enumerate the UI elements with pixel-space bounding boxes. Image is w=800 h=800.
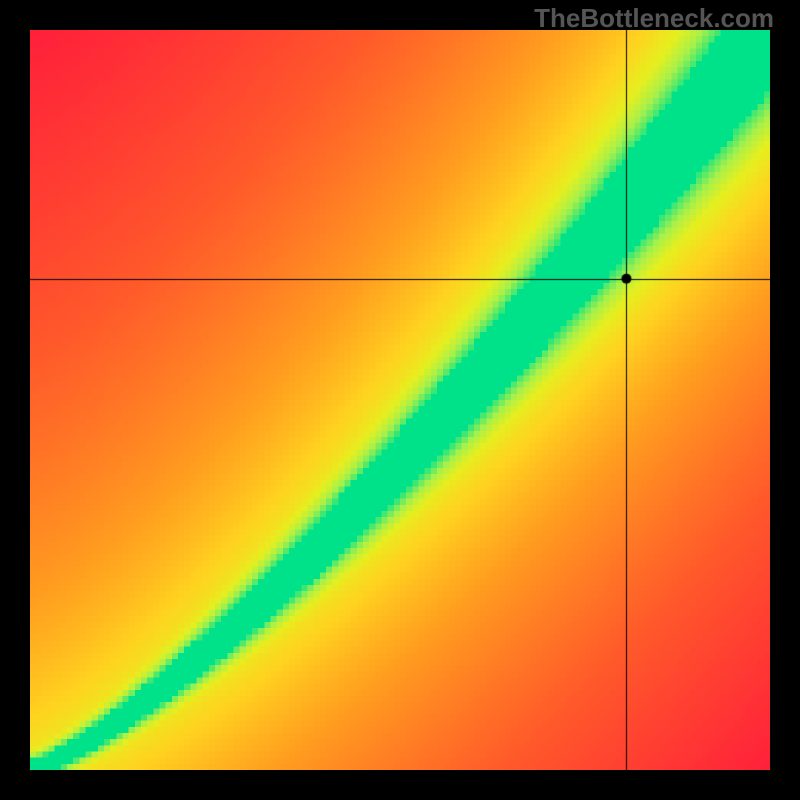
watermark-text: TheBottleneck.com: [534, 3, 774, 34]
chart-container: TheBottleneck.com: [0, 0, 800, 800]
crosshair-overlay: [30, 30, 770, 770]
